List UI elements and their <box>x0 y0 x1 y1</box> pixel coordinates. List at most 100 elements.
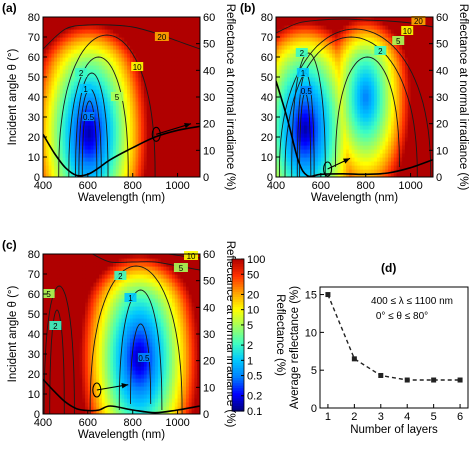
annotation-angle-range: 0° ≤ θ ≤ 80° <box>376 311 428 322</box>
colorbar-tick-label: 50 <box>247 269 259 281</box>
colorbar-tick-label: 2 <box>247 340 253 352</box>
colorbar-swatch <box>232 362 244 366</box>
y-tick-label: 70 <box>28 32 40 44</box>
colorbar-swatch <box>232 309 244 313</box>
y2-tick-label: 40 <box>203 302 215 314</box>
colorbar-swatch <box>232 276 244 280</box>
y2-tick-label: 40 <box>436 65 448 77</box>
y2-axis-label: Reflectance at normal irradiance (%) <box>457 4 469 191</box>
contour-label: 0.5 <box>138 354 150 363</box>
colorbar-tick-label: 1 <box>247 355 253 367</box>
contour-label: 0.5 <box>301 87 313 96</box>
x-axis-label: Wavelength (nm) <box>311 192 398 204</box>
colorbar-swatch <box>232 294 244 298</box>
contour-line-2 <box>49 309 65 414</box>
y-tick-label: 10 <box>28 389 40 401</box>
panel-label: (d) <box>381 261 396 275</box>
contour-line-5 <box>68 56 129 177</box>
colorbar-swatch <box>232 405 244 410</box>
y2-tick-label: 10 <box>203 145 215 157</box>
y2-tick-label: 50 <box>436 39 448 51</box>
colorbar-tick-label: 0.5 <box>247 371 262 383</box>
contour-line-2 <box>291 52 326 177</box>
y-tick-label: 0 <box>34 409 40 421</box>
colorbar-swatch <box>232 291 244 296</box>
data-point <box>404 377 410 383</box>
y-tick-label: 50 <box>28 309 40 321</box>
contour-labels: 0.5 1 2 5 10 20 <box>75 32 169 122</box>
contour-line-2 <box>89 265 183 414</box>
y2-tick-label: 10 <box>203 382 215 394</box>
axes: 400 600 800 1000010203040506070800102030405… <box>261 4 469 204</box>
y-tick-label: 50 <box>261 72 273 84</box>
contour-label: 2 <box>79 69 84 78</box>
colorbar-swatch <box>232 360 244 364</box>
y2-tick-label: 60 <box>203 12 215 24</box>
colorbar-swatch <box>232 395 244 399</box>
y-axis-label: Incident angle θ (°) <box>7 286 19 383</box>
y-tick-label: 30 <box>28 112 40 124</box>
contour-line-10 <box>278 28 432 177</box>
colorbar-swatch <box>232 259 244 263</box>
x-tick-label: 1000 <box>398 180 422 192</box>
contour-line-5 <box>92 254 200 271</box>
x-tick-label: 3 <box>378 411 384 423</box>
contour-label: 10 <box>133 63 142 72</box>
x-tick-label: 600 <box>79 180 97 192</box>
contour-label: 2 <box>53 322 58 331</box>
colorbar-tick-label: 5 <box>247 320 253 332</box>
x-tick-label: 6 <box>457 411 463 423</box>
contour-label: 20 <box>157 33 166 42</box>
colorbar-swatch <box>232 380 244 384</box>
contour-label: 10 <box>403 27 412 36</box>
y-tick-label: 15 <box>305 290 317 302</box>
y-tick-label: 80 <box>28 12 40 24</box>
colorbar-swatch <box>232 264 244 268</box>
axis-pointer-loop <box>92 382 102 398</box>
y-tick-label: 10 <box>305 327 317 339</box>
colorbar-swatch <box>232 319 244 323</box>
x-tick-label: 800 <box>124 417 142 429</box>
contour-label: 5 <box>115 93 120 102</box>
colorbar-label: Reflectance (%) <box>274 294 286 376</box>
colorbar-tick-label: 0.1 <box>247 406 262 418</box>
x-tick-label: 400 <box>267 180 285 192</box>
x-tick-label: 800 <box>124 180 142 192</box>
colorbar-swatch <box>232 350 244 354</box>
colorbar-swatch <box>232 370 244 374</box>
contour-label: 20 <box>414 17 423 26</box>
annotation-wavelength-range: 400 ≤ λ ≤ 1100 nm <box>371 296 453 307</box>
y-tick-label: 70 <box>261 32 273 44</box>
y-tick-label: 30 <box>28 349 40 361</box>
contour-label: 5 <box>396 37 401 46</box>
y2-tick-label: 20 <box>203 356 215 368</box>
x-axis-label: Number of layers <box>350 424 438 436</box>
colorbar: 100 50 20 10 5 2 1 0.5 0.2 0.1 Reflectance (%) <box>231 254 286 418</box>
x-axis-label: Wavelength (nm) <box>78 192 165 204</box>
colorbar-swatch <box>232 342 244 346</box>
colorbar-swatch <box>232 302 244 306</box>
y-axis-label: Incident angle θ (°) <box>7 49 19 146</box>
colorbar-swatch <box>232 284 244 288</box>
contour-lines <box>43 24 200 177</box>
colorbar-tick-label: 10 <box>247 305 259 317</box>
y-tick-label: 40 <box>261 92 273 104</box>
y-tick-label: 60 <box>28 289 40 301</box>
x-tick-label: 1000 <box>165 417 189 429</box>
colorbar-swatch <box>232 274 244 278</box>
contour-label: 10 <box>187 252 196 261</box>
x-tick-label: 5 <box>431 411 437 423</box>
contour-line-20 <box>43 24 200 50</box>
contour-label: 0.5 <box>83 113 95 122</box>
colorbar-swatch <box>232 408 244 412</box>
colorbar-swatch <box>232 266 244 270</box>
contour-line-2 <box>334 56 400 168</box>
colorbar-swatch <box>232 400 244 404</box>
y2-tick-label: 40 <box>203 65 215 77</box>
colorbar-swatch <box>232 327 244 331</box>
y-tick-label: 60 <box>28 52 40 64</box>
